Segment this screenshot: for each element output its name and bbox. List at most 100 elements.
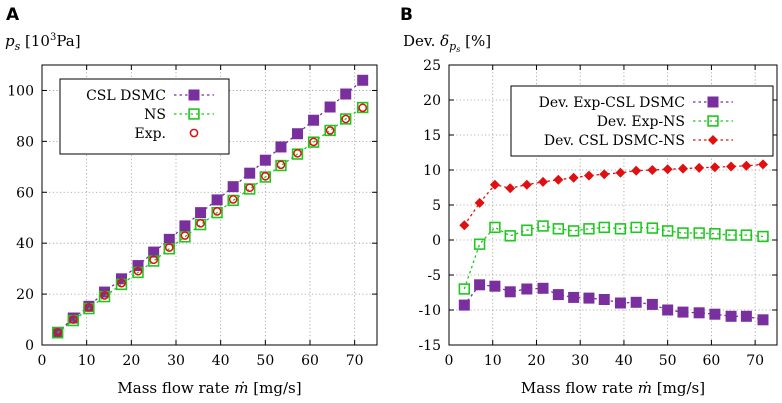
chart-b-xlabel: Mass flow rate ṁ [mg/s] (521, 379, 705, 397)
chart-a-series-2-point (357, 101, 369, 114)
chart-a-series-1-point (67, 312, 79, 324)
chart-a-series-3-point (133, 266, 143, 276)
chart-b-series-2-point (740, 229, 753, 241)
chart-a-legend-label-2: NS (144, 107, 166, 123)
chart-a-series-1-point (308, 114, 320, 126)
chart-b-x-tick-label: 0 (445, 353, 454, 369)
chart-b-x-tick-label: 60 (702, 353, 720, 369)
chart-b-y-tick-label: 0 (432, 233, 441, 249)
chart-a-series-3-point (164, 243, 174, 252)
chart-a-series-1-point (340, 88, 352, 100)
chart-b-panel-label: B (400, 5, 413, 25)
chart-b-series-2 (458, 220, 769, 295)
chart-b-ylabel: Dev. δps [%] (403, 32, 491, 54)
chart-a-series-3-point (228, 195, 238, 204)
chart-a-x-tick-label: 40 (212, 353, 230, 369)
chart-a-y-tick-label: 20 (16, 287, 34, 303)
chart-b-x-tick-label: 10 (484, 353, 502, 369)
chart-b-series-2-point (630, 221, 642, 234)
chart-b-y-tick-label: -5 (427, 268, 441, 284)
chart-b-series-1-point (709, 308, 721, 320)
chart-a-x-tick-label: 70 (346, 353, 364, 369)
chart-b-series-1-point (646, 298, 658, 310)
chart-b-series-1-point (662, 304, 674, 316)
chart-b-series-3-line (463, 163, 764, 226)
chart-a-series-1-point (195, 207, 207, 219)
chart-a-x-tick-label: 0 (38, 353, 47, 369)
chart-a-x-tick-label: 20 (122, 353, 140, 369)
chart-b-series-3-point (694, 162, 705, 173)
chart-a-ylabel: ps [103Pa] (5, 32, 81, 53)
chart-a-series-1-point (148, 246, 160, 258)
chart-b-series-2-point (709, 228, 721, 240)
chart-a-series-3-point (196, 218, 205, 228)
chart-b-y-tick-label: 15 (423, 128, 441, 144)
chart-a-series-2-point (307, 136, 320, 148)
chart-a-series-3-point (260, 171, 270, 181)
chart-b-series-2-point (521, 224, 533, 236)
chart-a-series-1-point (132, 260, 144, 272)
chart-b-y-tick-label: -15 (418, 338, 441, 354)
chart-a-y-tick-label: 80 (16, 134, 34, 150)
chart-a-x-tick-label: 30 (167, 353, 185, 369)
chart-b-legend: Dev. Exp-CSL DSMC Dev. Exp-NS Dev. CSL DSM… (510, 85, 774, 157)
chart-b-series-1-point (630, 296, 642, 308)
chart-a-series-3-point (100, 291, 109, 300)
chart-b-series-3-point (474, 197, 485, 208)
chart-b-y-tick-label: -10 (418, 303, 441, 319)
chart-b-series-3-point (709, 162, 720, 173)
chart-a-series-3-point (341, 114, 351, 124)
chart-a-series-3-point (117, 278, 126, 288)
chart-a-series-2-point (51, 327, 64, 339)
chart-b-series-3-point (741, 160, 752, 171)
chart-b-series-1-point (568, 291, 580, 303)
chart-b-series-2-point (693, 227, 705, 239)
chart-a-series-1-point (259, 154, 271, 166)
chart-b-series-2-point (661, 225, 674, 237)
chart-a-x-tick-label: 50 (256, 353, 274, 369)
chart-a-y-tick-label: 100 (7, 83, 34, 99)
chart-b-series-1-point (740, 310, 752, 322)
chart-b-series-1-point (583, 292, 595, 304)
chart-b-series-2-point (458, 283, 471, 295)
chart-a-series-1-point (179, 220, 191, 232)
chart-a-legend-box (59, 78, 230, 155)
chart-b-series-2-point (598, 221, 610, 234)
chart-b-series-2-point (537, 220, 549, 232)
chart-b-series-1-point (725, 310, 737, 322)
chart-b-series-1-point (537, 282, 549, 294)
chart-b-series-2-point (646, 222, 659, 234)
chart-b-frame (448, 64, 778, 346)
chart-b-series-3-point (599, 169, 610, 180)
chart-a-series-1-point (275, 141, 287, 153)
chart-b-x-tick-label: 70 (746, 353, 764, 369)
chart-b-legend-marker-3 (708, 135, 718, 145)
chart-b-series-1 (458, 279, 769, 326)
chart-a-legend: CSL DSMC NS Exp. (59, 78, 230, 155)
chart-a-series-3-point (212, 207, 222, 216)
chart-b-series-1-point (757, 314, 769, 326)
chart-b-series-3-point (459, 220, 470, 231)
chart-a-series-1-point (83, 300, 95, 312)
chart-a-series-3-point (68, 315, 78, 324)
chart-a-legend-label-1: CSL DSMC (86, 88, 166, 104)
chart-b-series-1-point (489, 280, 501, 292)
chart-a-series-1-point (227, 181, 239, 193)
chart-b-y-tick-label: 20 (423, 93, 441, 109)
chart-b-series-2-point (725, 229, 737, 241)
chart-b-x-tick-label: 50 (659, 353, 677, 369)
chart-b-series-2-point (583, 223, 595, 235)
chart-a-panel-label: A (6, 5, 20, 25)
chart-a-series-2-point (324, 124, 336, 137)
chart-a-series-1-point (163, 233, 175, 245)
chart-b-legend-label-1: Dev. Exp-CSL DSMC (539, 95, 685, 111)
chart-a-series-3-point (180, 231, 190, 240)
chart-b-series-1-point (598, 294, 610, 305)
chart-b-series-3-point (631, 165, 642, 176)
chart-a-legend-marker-2 (188, 108, 200, 120)
chart-b-series-3-point (662, 164, 673, 175)
chart-a-series-3-point (358, 103, 368, 113)
chart-b-series-3-point (568, 172, 579, 183)
chart-b-series-3-point (553, 174, 564, 185)
